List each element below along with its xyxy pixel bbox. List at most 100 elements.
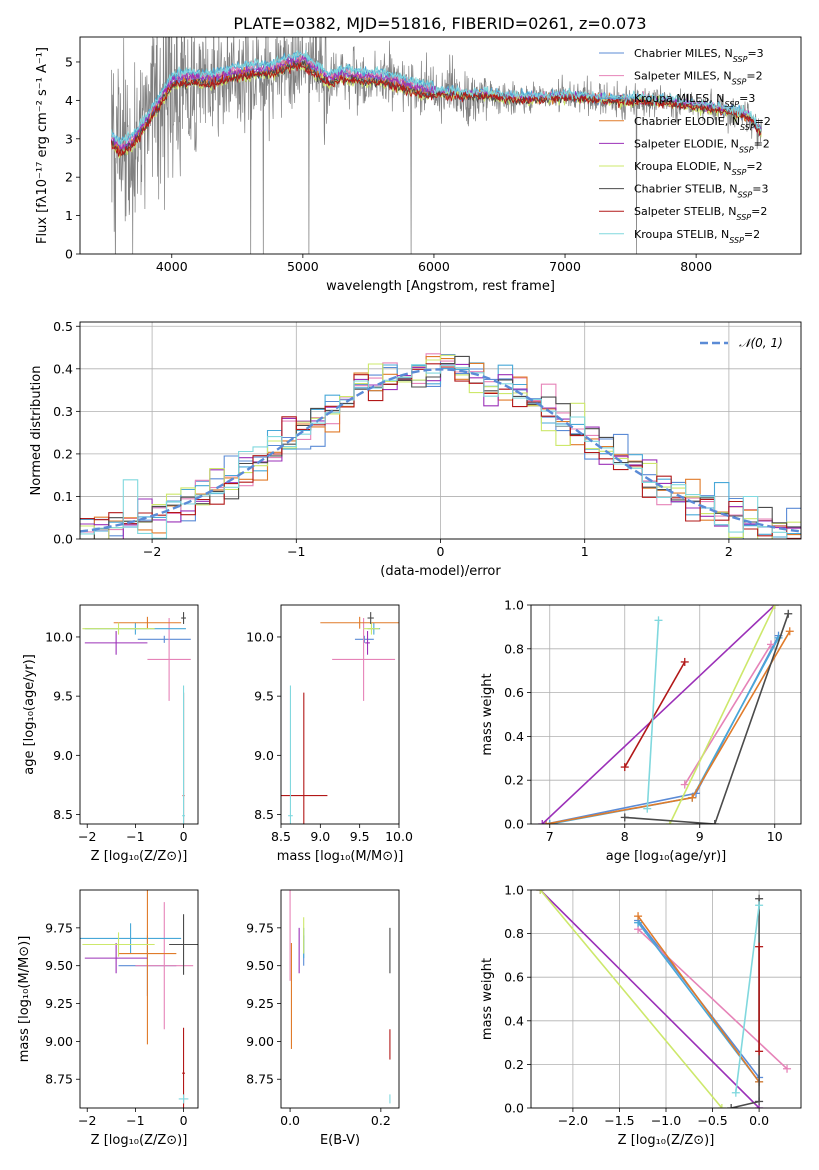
- errorbar-point: [169, 914, 198, 975]
- y-tick-label: 8.5: [53, 807, 73, 822]
- legend-suffix: =2: [746, 70, 762, 83]
- legend-text: Chabrier STELIB, N: [634, 183, 738, 196]
- y-axis-label: mass weight: [480, 673, 495, 755]
- legend-entry: Kroupa ELODIE, NSSP=2: [634, 160, 763, 177]
- weight-line: [735, 905, 760, 1093]
- axes-frame: [530, 889, 802, 1109]
- legend-text: Salpeter STELIB, N: [634, 205, 736, 218]
- weight-line: [646, 620, 660, 809]
- legend-text: Kroupa MILES, N: [634, 92, 724, 105]
- y-tick-label: 9.50: [246, 958, 274, 973]
- y-axis-label: Normed distribution: [29, 366, 44, 496]
- y-tick-label: 9.75: [246, 920, 274, 935]
- errorbar-point: [181, 612, 186, 624]
- errorbar-point: [82, 932, 155, 957]
- y-tick-label: 1.0: [504, 598, 524, 613]
- x-tick-label: −2: [78, 829, 96, 844]
- x-tick-label: 0.0: [280, 1113, 300, 1128]
- residuals-panel: −2 −1 0 1 2 0.0 0.1 0.2 0.3 0.4 0.5 (data-model)/er…: [29, 319, 802, 579]
- weight-series: [620, 609, 793, 824]
- y-tick-label: 9.0: [53, 748, 73, 763]
- weight-line: [545, 630, 791, 824]
- errorbar-point: [320, 616, 399, 629]
- y-tick-label: 5: [65, 54, 73, 69]
- errorbar-point: [137, 635, 191, 643]
- plot-area: [111, 37, 762, 254]
- y-tick-label: 0.2: [504, 1057, 524, 1072]
- y-tick-label: 8.75: [45, 1072, 73, 1087]
- weight-series: [634, 925, 792, 1073]
- model-spectrum-kroupa-stelib: [111, 49, 762, 146]
- legend-entry: Kroupa STELIB, NSSP=2: [634, 228, 760, 245]
- y-tick-label: 9.5: [254, 689, 274, 704]
- y-tick-label: 0.3: [53, 404, 73, 419]
- y-tick-label: 2: [65, 170, 73, 185]
- x-axis-label: E(B-V): [320, 1133, 360, 1148]
- legend-subscript: SSP: [732, 77, 747, 86]
- y-tick-label: 9.25: [246, 996, 274, 1011]
- errorbar-point: [182, 685, 185, 824]
- errorbar-point: [367, 612, 374, 624]
- legend: 𝒩(0, 1): [700, 336, 783, 350]
- legend-suffix: =3: [752, 183, 768, 196]
- legend-text: Salpeter MILES, N: [634, 70, 732, 83]
- legend-subscript: SSP: [733, 55, 748, 64]
- y-tick-label: 9.00: [45, 1034, 73, 1049]
- errorbar-point: [288, 685, 293, 824]
- axes-frame: [530, 604, 802, 825]
- histogram-kroupa-elodie: [80, 354, 801, 539]
- x-tick-label: 0.2: [371, 1113, 391, 1128]
- x-tick-label: 10.0: [385, 829, 413, 844]
- y-tick-label: 0.8: [504, 641, 524, 656]
- plot-area: [538, 605, 794, 824]
- legend-entry: Kroupa MILES, NSSP=3: [634, 92, 755, 109]
- legend-text: Kroupa STELIB, N: [634, 228, 729, 241]
- axes-frame: [79, 889, 199, 1109]
- x-tick-label: −2: [78, 1113, 96, 1128]
- weight-series: [536, 890, 764, 1108]
- legend-subscript: SSP: [736, 213, 751, 222]
- errorbar-point: [147, 618, 191, 701]
- y-tick-label: 0.6: [504, 970, 524, 985]
- y-tick-label: 0.2: [504, 773, 524, 788]
- plot-area: [80, 353, 801, 539]
- legend-text: Kroupa ELODIE, N: [634, 160, 732, 173]
- legend-subscript: SSP: [739, 145, 754, 154]
- y-tick-label: 4: [65, 93, 73, 108]
- x-tick-label: 9.5: [350, 829, 370, 844]
- legend-suffix: =2: [754, 137, 770, 150]
- x-axis-label: age [log₁₀(age/yr)]: [606, 849, 727, 864]
- axes-frame: [79, 36, 802, 255]
- x-tick-label: 2: [725, 544, 733, 559]
- y-axis-label: mass [log₁₀(M/M⊙)]: [17, 936, 32, 1063]
- legend-entry: Chabrier STELIB, NSSP=3: [634, 183, 768, 200]
- weight-series: [542, 627, 794, 824]
- x-tick-label: −1.0: [651, 1113, 681, 1128]
- legend-subscript: SSP: [738, 190, 753, 199]
- axes-frame: [79, 604, 199, 825]
- legend-text: Chabrier MILES, N: [634, 47, 733, 60]
- weight-series: [755, 942, 764, 1056]
- legend-suffix: =2: [746, 160, 762, 173]
- errorbar-point: [82, 622, 155, 635]
- weight-series: [643, 616, 663, 813]
- x-tick-label: 0.0: [749, 1113, 769, 1128]
- y-tick-label: 0.5: [53, 319, 73, 334]
- y-tick-label: 9.5: [53, 689, 73, 704]
- x-axis-label: Z [log₁₀(Z/Z⊙)]: [618, 1133, 715, 1148]
- x-tick-label: 9: [696, 829, 704, 844]
- age-vs-metallicity-panel: −2 −1 0 8.5 9.0 9.5 10.0 Z [log₁₀(Z/Z⊙)] age [lo…: [22, 604, 199, 864]
- x-tick-label: 4000: [156, 259, 188, 274]
- y-tick-label: 0.4: [504, 1013, 524, 1028]
- age-vs-mass-panel: 8.5 9.0 9.5 10.0 8.5 9.0 9.5 10.0 mass [log₁₀(M/…: [246, 604, 413, 864]
- mass-vs-metallicity-panel: −2 −1 0 8.75 9.00 9.25 9.50 9.75 Z [log₁₀(Z/Z⊙)]…: [17, 889, 199, 1148]
- x-tick-label: 0: [180, 1113, 188, 1128]
- y-axis-label: age [log₁₀(age/yr)]: [22, 654, 37, 775]
- weight-series: [536, 890, 726, 1108]
- legend-suffix: =2: [751, 205, 767, 218]
- errorbar-point: [365, 631, 370, 655]
- x-tick-label: 6000: [418, 259, 450, 274]
- x-tick-label: −1: [287, 544, 305, 559]
- weight-vs-age-panel: 7 8 9 10 0.0 0.2 0.4 0.6 0.8 1.0 age [log₁₀(age/yr…: [480, 598, 802, 864]
- y-tick-label: 9.00: [246, 1034, 274, 1049]
